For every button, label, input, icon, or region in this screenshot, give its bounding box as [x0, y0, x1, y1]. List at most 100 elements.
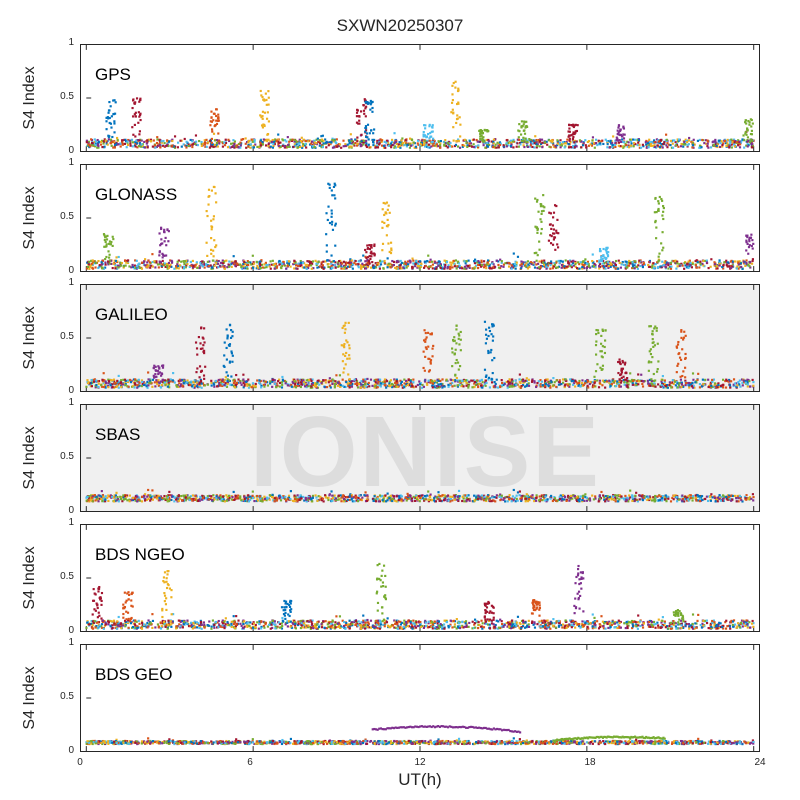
data-point: [215, 122, 219, 126]
data-point: [136, 142, 139, 145]
data-point: [176, 263, 179, 266]
data-point: [568, 139, 571, 142]
data-point: [606, 246, 609, 249]
data-point: [352, 143, 355, 146]
data-point: [389, 144, 392, 147]
data-point: [746, 385, 749, 388]
data-point: [692, 138, 695, 141]
data-point: [383, 380, 386, 384]
data-point: [417, 262, 420, 266]
data-point: [215, 259, 218, 262]
data-point: [703, 265, 706, 268]
data-point: [298, 138, 301, 141]
data-point: [690, 385, 694, 388]
data-point: [210, 141, 213, 144]
data-point: [480, 261, 483, 264]
data-point: [700, 146, 703, 149]
data-point: [174, 145, 177, 148]
data-point: [203, 142, 206, 145]
data-point: [689, 261, 692, 265]
data-point: [89, 145, 92, 148]
data-point: [135, 259, 138, 262]
data-point: [133, 144, 137, 147]
data-point: [339, 259, 342, 262]
data-point: [280, 386, 284, 389]
data-point: [712, 378, 716, 381]
data-point: [445, 144, 448, 148]
data-point: [215, 201, 218, 204]
data-point: [572, 135, 575, 139]
data-point: [405, 264, 408, 267]
data-point: [405, 266, 408, 269]
data-point: [138, 381, 141, 384]
data-point: [142, 263, 146, 266]
data-point: [132, 385, 135, 388]
data-point: [598, 259, 601, 262]
data-point: [750, 244, 753, 248]
data-point: [128, 378, 132, 382]
data-point: [583, 382, 587, 385]
data-point: [661, 146, 664, 149]
data-point: [688, 265, 691, 268]
data-point: [683, 143, 687, 146]
data-point: [131, 106, 134, 110]
data-point: [161, 144, 165, 147]
data-point: [89, 381, 93, 385]
data-point: [242, 262, 245, 266]
data-point: [598, 261, 601, 264]
data-point: [130, 266, 133, 269]
data-point: [258, 381, 261, 385]
data-point: [385, 201, 389, 204]
data-point: [337, 381, 340, 384]
data-point: [600, 140, 603, 143]
data-point: [419, 263, 423, 267]
data-point: [113, 99, 116, 102]
data-point: [223, 365, 226, 368]
data-point: [658, 252, 661, 255]
data-point: [506, 141, 509, 145]
data-point: [602, 254, 605, 257]
data-point: [700, 385, 703, 388]
data-point: [302, 382, 305, 385]
data-point: [105, 128, 108, 131]
data-point: [305, 263, 308, 267]
data-point: [269, 260, 272, 263]
data-point: [136, 384, 139, 387]
data-point: [169, 259, 172, 262]
data-point: [303, 144, 306, 147]
data-point: [630, 378, 634, 382]
data-point: [91, 382, 94, 385]
data-point: [547, 239, 551, 242]
data-point: [614, 267, 617, 270]
data-point: [658, 139, 662, 142]
data-point: [382, 382, 385, 385]
data-point: [147, 378, 150, 381]
data-point: [601, 265, 604, 268]
data-point: [322, 267, 325, 270]
data-point: [723, 261, 726, 264]
data-point: [397, 143, 400, 146]
data-point: [357, 122, 360, 125]
data-point: [575, 145, 578, 148]
data-point: [298, 145, 302, 149]
data-point: [665, 261, 668, 264]
data-point: [739, 262, 742, 265]
data-point: [477, 144, 480, 147]
data-point: [566, 382, 569, 386]
data-point: [485, 267, 488, 270]
data-point: [618, 380, 621, 384]
data-point: [427, 254, 430, 257]
data-point: [125, 146, 128, 149]
data-point: [132, 133, 135, 136]
data-point: [594, 264, 597, 267]
data-point: [484, 381, 487, 384]
data-point: [736, 260, 739, 263]
data-point: [627, 264, 631, 267]
data-point: [224, 376, 227, 379]
data-point: [139, 144, 142, 147]
data-point: [608, 379, 611, 382]
data-point: [659, 265, 662, 268]
data-point: [161, 378, 164, 381]
data-point: [93, 378, 96, 381]
data-point: [259, 114, 262, 117]
